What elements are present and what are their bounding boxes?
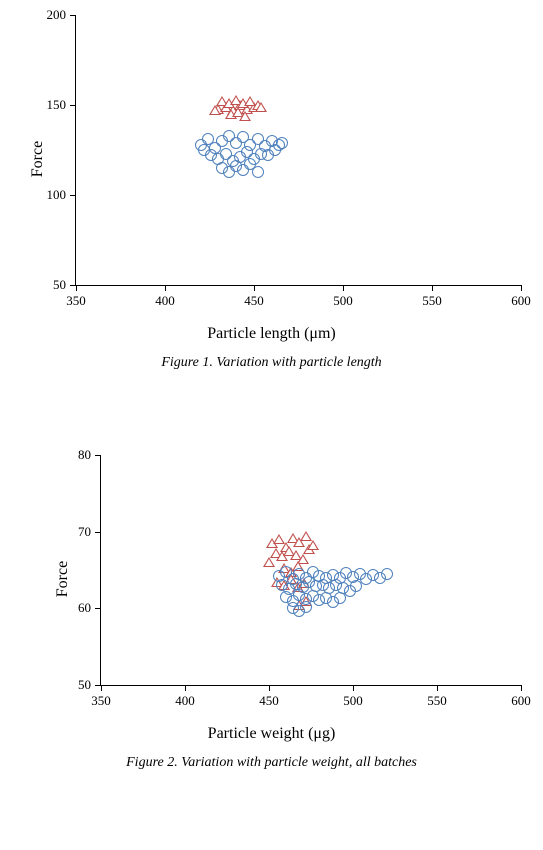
page-root: 35040045050055060050100150200 Force Part…	[0, 0, 543, 850]
y-tick	[95, 685, 101, 686]
figure-1-caption: Figure 1. Variation with particle length	[0, 355, 543, 371]
y-tick-label: 60	[78, 600, 91, 616]
series-b-point	[350, 580, 362, 592]
x-tick	[521, 685, 522, 691]
x-tick-label: 350	[66, 293, 86, 309]
x-tick	[343, 285, 344, 291]
chart-2-xtitle: Particle weight (μg)	[0, 725, 543, 743]
y-tick	[70, 105, 76, 106]
series-b-point	[198, 144, 210, 156]
panel-2: 35040045050055060050607080 Force Particl…	[0, 430, 543, 850]
chart-2-ylabel: Force	[54, 561, 72, 597]
x-tick-label: 600	[511, 693, 531, 709]
y-tick-label: 80	[78, 447, 91, 463]
x-tick-label: 550	[422, 293, 442, 309]
x-tick-label: 500	[343, 693, 363, 709]
x-tick	[254, 285, 255, 291]
y-tick	[95, 532, 101, 533]
x-tick	[185, 685, 186, 691]
chart-1-xtitle: Particle length (μm)	[0, 325, 543, 343]
figure-2-caption: Figure 2. Variation with particle weight…	[0, 755, 543, 771]
y-tick-label: 70	[78, 524, 91, 540]
series-a-point	[209, 105, 221, 115]
y-tick	[70, 195, 76, 196]
x-tick	[269, 685, 270, 691]
y-tick	[95, 608, 101, 609]
x-tick-label: 450	[244, 293, 264, 309]
x-tick-label: 400	[175, 693, 195, 709]
series-a-point	[263, 557, 275, 567]
y-tick-label: 100	[47, 187, 67, 203]
x-tick	[521, 285, 522, 291]
y-tick	[95, 455, 101, 456]
chart-1-area: 35040045050055060050100150200	[75, 15, 521, 286]
y-tick	[70, 285, 76, 286]
y-tick-label: 150	[47, 97, 67, 113]
x-tick-label: 400	[155, 293, 175, 309]
x-tick	[437, 685, 438, 691]
x-tick-label: 600	[511, 293, 531, 309]
x-tick-label: 350	[91, 693, 111, 709]
series-a-point	[307, 540, 319, 550]
series-a-point	[300, 531, 312, 541]
chart-1-ylabel: Force	[29, 141, 47, 177]
panel-1: 35040045050055060050100150200 Force Part…	[0, 0, 543, 430]
chart-2-area: 35040045050055060050607080	[100, 455, 521, 686]
x-tick	[165, 285, 166, 291]
x-tick	[101, 685, 102, 691]
series-a-point	[255, 102, 267, 112]
x-tick-label: 450	[259, 693, 279, 709]
x-tick	[432, 285, 433, 291]
series-b-point	[276, 137, 288, 149]
x-tick	[353, 685, 354, 691]
y-tick-label: 200	[47, 7, 67, 23]
y-tick-label: 50	[78, 677, 91, 693]
series-b-point	[300, 601, 312, 613]
y-tick-label: 50	[53, 277, 66, 293]
x-tick-label: 550	[427, 693, 447, 709]
series-a-point	[239, 111, 251, 121]
series-b-point	[252, 166, 264, 178]
series-b-point	[381, 568, 393, 580]
x-tick-label: 500	[333, 293, 353, 309]
x-tick	[76, 285, 77, 291]
series-b-point	[334, 592, 346, 604]
y-tick	[70, 15, 76, 16]
